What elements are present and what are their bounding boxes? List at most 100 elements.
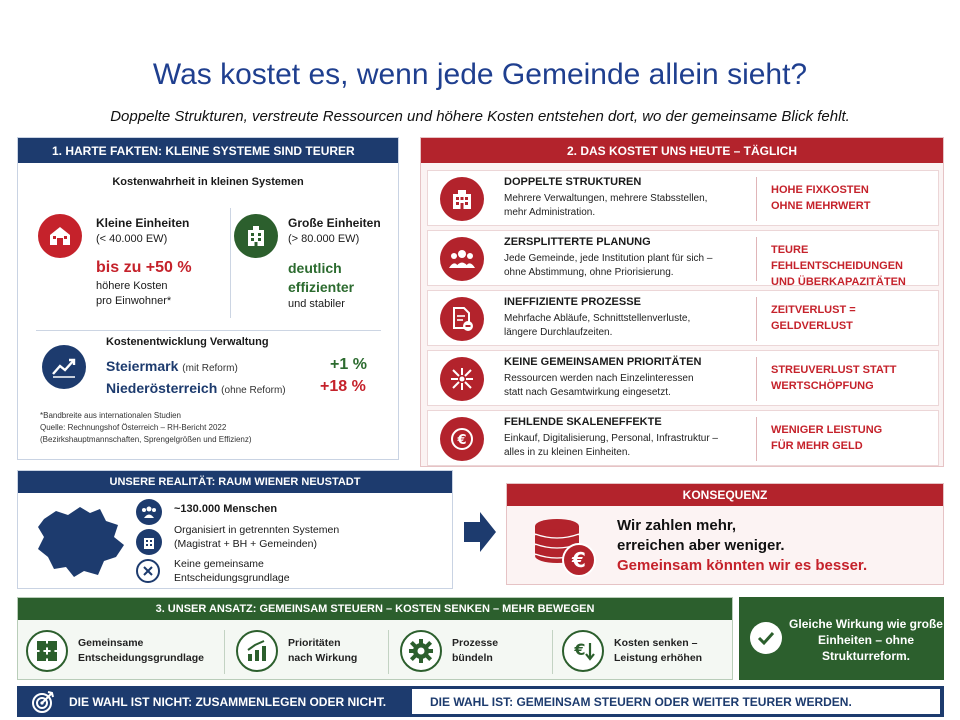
- footnote: *Bandbreite aus internationalen Studien: [40, 411, 181, 420]
- hard-facts-heading: 1. HARTE FAKTEN: KLEINE SYSTEME SIND TEU…: [18, 138, 398, 163]
- approach-item: Prioritäten nach Wirkung: [236, 628, 406, 676]
- reality-heading: UNSERE REALITÄT: RAUM WIENER NEUSTADT: [18, 471, 452, 493]
- separate-systems: Organisiert in getrennten Systemen (Magis…: [174, 523, 339, 551]
- reality-panel: UNSERE REALITÄT: RAUM WIENER NEUSTADT ~1…: [17, 470, 453, 589]
- no-common-basis-line: Keine gemeinsame: [174, 558, 264, 570]
- divider: [756, 177, 757, 221]
- no-common-basis-line: Entscheidungsgrundlage: [174, 572, 290, 584]
- small-units-desc2: pro Einwohner*: [96, 295, 172, 307]
- population-count: ~130.000 Menschen: [174, 503, 278, 515]
- euro-down-icon: €: [562, 630, 604, 672]
- cost-row-result-line: WERTSCHÖPFUNG: [771, 380, 874, 392]
- cost-row-desc-line: Ressourcen werden nach Einzelinteressen: [504, 373, 694, 384]
- svg-text:€: €: [573, 640, 585, 659]
- region-note: (mit Reform): [182, 363, 238, 374]
- divider: [756, 417, 757, 461]
- approach-item-line: nach Wirkung: [288, 652, 358, 664]
- approach-item-line: Leistung erhöhen: [614, 652, 703, 664]
- approach-item-line: Entscheidungsgrundlage: [78, 652, 205, 664]
- no-common-basis: Keine gemeinsame Entscheidungsgrundlage: [174, 557, 290, 585]
- cost-row-desc: Jede Gemeinde, jede Institution plant fü…: [504, 252, 712, 280]
- cost-row-result: WENIGER LEISTUNG FÜR MEHR GELD: [771, 422, 882, 454]
- scatter-arrows-icon: [440, 357, 484, 401]
- cost-row-result-line: FÜR MEHR GELD: [771, 440, 863, 452]
- small-units-range: (< 40.000 EW): [96, 233, 168, 245]
- approach-item-line: bündeln: [452, 652, 493, 664]
- approach-item-label: Prioritäten nach Wirkung: [288, 636, 357, 666]
- large-units-range: (> 80.000 EW): [288, 233, 360, 245]
- result-panel: Gleiche Wirkung wie große Einheiten – oh…: [739, 597, 944, 680]
- cost-row-title: ZERSPLITTERTE PLANUNG: [504, 236, 651, 248]
- cost-row-title: DOPPELTE STRUKTUREN: [504, 176, 642, 188]
- puzzle-icon: [26, 630, 68, 672]
- result-text: Gleiche Wirkung wie große Einheiten – oh…: [789, 617, 943, 663]
- approach-item-label: Gemeinsame Entscheidungsgrundlage: [78, 636, 204, 666]
- large-units-value1: deutlich: [288, 260, 342, 276]
- page-subtitle: Doppelte Strukturen, verstreute Ressourc…: [110, 108, 850, 125]
- cost-development-heading: Kostenentwicklung Verwaltung: [106, 336, 269, 348]
- approach-item-line: Prozesse: [452, 637, 499, 649]
- cost-row-result: STREUVERLUST STATT WERTSCHÖPFUNG: [771, 362, 896, 394]
- page-title: Was kostet es, wenn jede Gemeinde allein…: [152, 58, 808, 91]
- cost-row-result-line: GELDVERLUST: [771, 320, 853, 332]
- cost-row-desc-line: Jede Gemeinde, jede Institution plant fü…: [504, 253, 713, 264]
- cost-row-desc: Mehrfache Abläufe, Schnittstellenverlust…: [504, 312, 690, 340]
- region-lower-austria: Niederösterreich (ohne Reform): [106, 380, 286, 396]
- consequence-line-1: Wir zahlen mehr,: [617, 517, 737, 534]
- group-icon: [136, 499, 162, 525]
- cost-row-desc-line: Mehrfache Abläufe, Schnittstellenverlust…: [504, 313, 691, 324]
- cost-row-desc-line: Einkauf, Digitalisierung, Personal, Infr…: [504, 433, 718, 444]
- cost-row: INEFFIZIENTE PROZESSE Mehrfache Abläufe,…: [427, 290, 939, 346]
- cost-row-desc: Mehrere Verwaltungen, mehrere Stabsstell…: [504, 192, 707, 220]
- cost-row-desc-line: alles in zu kleinen Einheiten.: [504, 447, 631, 458]
- cost-row-desc-line: statt nach Gesamtwirkung eingesetzt.: [504, 387, 671, 398]
- divider: [36, 330, 381, 331]
- cost-row-result-line: ZEITVERLUST =: [771, 304, 856, 316]
- consequence-panel: KONSEQUENZ € Wir zahlen mehr, erreichen …: [506, 483, 944, 585]
- region-note: (ohne Reform): [221, 385, 286, 396]
- cost-row-result-line: STREUVERLUST STATT: [771, 364, 897, 376]
- hard-facts-panel: 1. HARTE FAKTEN: KLEINE SYSTEME SIND TEU…: [17, 137, 399, 460]
- cost-row-desc-line: ohne Abstimmung, ohne Priorisierung.: [504, 267, 674, 278]
- region-styria: Steiermark (mit Reform): [106, 358, 238, 374]
- cost-row-desc-line: Mehrere Verwaltungen, mehrere Stabsstell…: [504, 193, 708, 204]
- cost-row-result: ZEITVERLUST = GELDVERLUST: [771, 302, 856, 334]
- cost-row: € FEHLENDE SKALENEFFEKTE Einkauf, Digita…: [427, 410, 939, 466]
- approach-heading: 3. UNSER ANSATZ: GEMEINSAM STEUERN – KOS…: [18, 598, 732, 620]
- cost-row-desc: Einkauf, Digitalisierung, Personal, Infr…: [504, 432, 718, 460]
- large-units-desc: und stabiler: [288, 298, 345, 310]
- cost-truth-subheading: Kostenwahrheit in kleinen Systemen: [112, 176, 304, 188]
- approach-item-line: Gemeinsame: [78, 637, 144, 649]
- cost-row-result-line: WENIGER LEISTUNG: [771, 424, 883, 436]
- cost-row-title: KEINE GEMEINSAMEN PRIORITÄTEN: [504, 356, 702, 368]
- small-units-desc: höhere Kosten: [96, 280, 168, 292]
- city-building-icon: [234, 214, 278, 258]
- approach-item: € Kosten senken – Leistung erhöhen: [562, 628, 732, 676]
- large-units-label: Große Einheiten: [288, 216, 381, 230]
- cost-row: DOPPELTE STRUKTUREN Mehrere Verwaltungen…: [427, 170, 939, 226]
- cost-row-result: HOHE FIXKOSTEN OHNE MEHRWERT: [771, 182, 870, 214]
- coin-stack-icon: €: [534, 519, 596, 577]
- small-units-label: Kleine Einheiten: [96, 216, 190, 230]
- divider: [756, 297, 757, 341]
- checkmark-icon: [750, 622, 782, 654]
- approach-item-label: Kosten senken – Leistung erhöhen: [614, 636, 702, 666]
- bottom-bar: DIE WAHL IST NICHT: ZUSAMMENLEGEN ODER N…: [17, 686, 944, 717]
- large-units-value2: effizienter: [288, 279, 355, 295]
- people-icon: [440, 237, 484, 281]
- lower-austria-value: +18 %: [320, 378, 366, 395]
- costs-panel: 2. DAS KOSTET UNS HEUTE – TÄGLICH DOPPEL…: [420, 137, 944, 467]
- svg-text:€: €: [456, 433, 466, 448]
- house-icon: [38, 214, 82, 258]
- choice-is: DIE WAHL IST: GEMEINSAM STEUERN ODER WEI…: [412, 689, 940, 714]
- approach-item-label: Prozesse bündeln: [452, 636, 498, 666]
- consequence-heading: KONSEQUENZ: [507, 484, 943, 506]
- region-name: Steiermark: [106, 358, 179, 374]
- divider: [230, 208, 231, 318]
- euro-coin-icon: €: [440, 417, 484, 461]
- cost-row-desc: Ressourcen werden nach Einzelinteressen s…: [504, 372, 694, 400]
- source-note-detail: (Bezirkshauptmannschaften, Sprengelgröße…: [40, 435, 252, 444]
- source-note: Quelle: Rechnungshof Österreich – RH-Ber…: [40, 423, 227, 432]
- cost-row-result-line: TEURE FEHLENTSCHEIDUNGEN: [771, 244, 904, 272]
- no-basis-icon: [136, 559, 160, 583]
